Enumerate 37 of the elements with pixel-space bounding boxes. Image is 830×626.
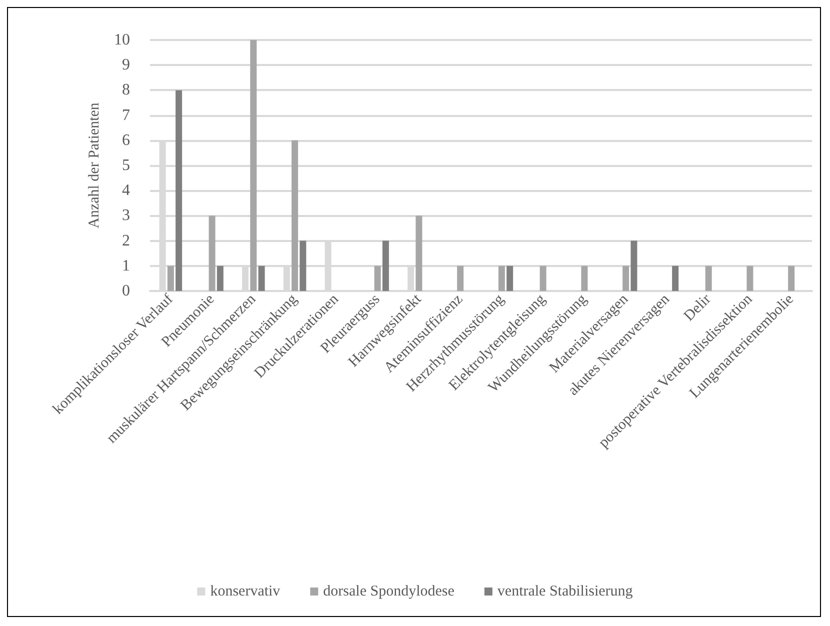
y-tick-label: 1 [122,257,130,274]
bar [374,266,381,291]
legend-label: konservativ [210,584,281,600]
bar [705,266,712,291]
bar [540,266,546,291]
y-tick-label: 4 [122,182,130,200]
y-tick-label: 9 [122,56,130,74]
bar [498,266,505,291]
bar [622,266,630,291]
y-axis-title: Anzahl der Patienten [86,102,102,228]
bar [382,240,389,291]
legend-label: dorsale Spondylodese [323,584,455,600]
bar [292,140,298,291]
bar [300,240,306,291]
legend-label: ventrale Stabilisierung [497,584,634,600]
bar [788,266,795,291]
bar [630,240,638,291]
bar [416,216,422,291]
bar [457,266,464,291]
bar [672,266,679,291]
bar [746,266,754,291]
y-tick-label: 8 [122,82,130,99]
bar [250,40,257,291]
bar [208,216,216,291]
bar [176,90,182,291]
y-tick-label: 2 [122,232,130,250]
y-tick-label: 6 [122,132,130,149]
bar [216,266,224,291]
y-tick-label: 5 [122,157,130,174]
bar [258,266,265,291]
y-tick-label: 10 [114,32,130,48]
y-tick-label: 0 [122,282,130,300]
y-tick-label: 3 [122,207,130,224]
bar [506,266,514,291]
bar [167,266,174,291]
y-tick-label: 7 [122,106,130,124]
bar [581,266,588,291]
